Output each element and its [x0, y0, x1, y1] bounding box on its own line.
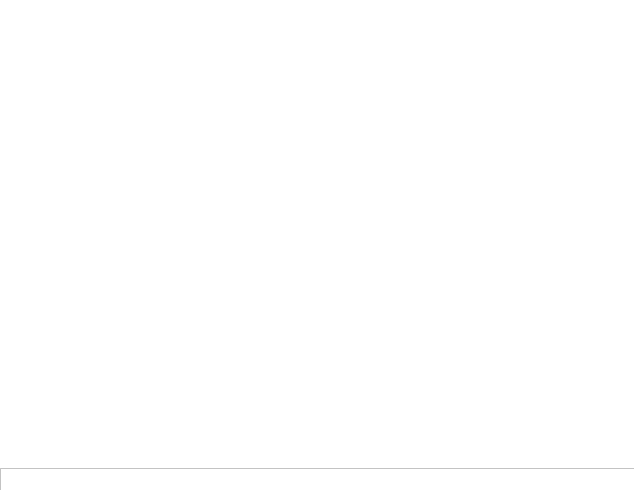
- Text: Surface pressure [hPa] EC (AIFS): Surface pressure [hPa] EC (AIFS): [3, 472, 231, 486]
- Text: Mo 23-09-2024 06:00 UTC (18+12): Mo 23-09-2024 06:00 UTC (18+12): [410, 472, 631, 486]
- Text: ©weatheronline.co.uk: ©weatheronline.co.uk: [506, 482, 631, 490]
